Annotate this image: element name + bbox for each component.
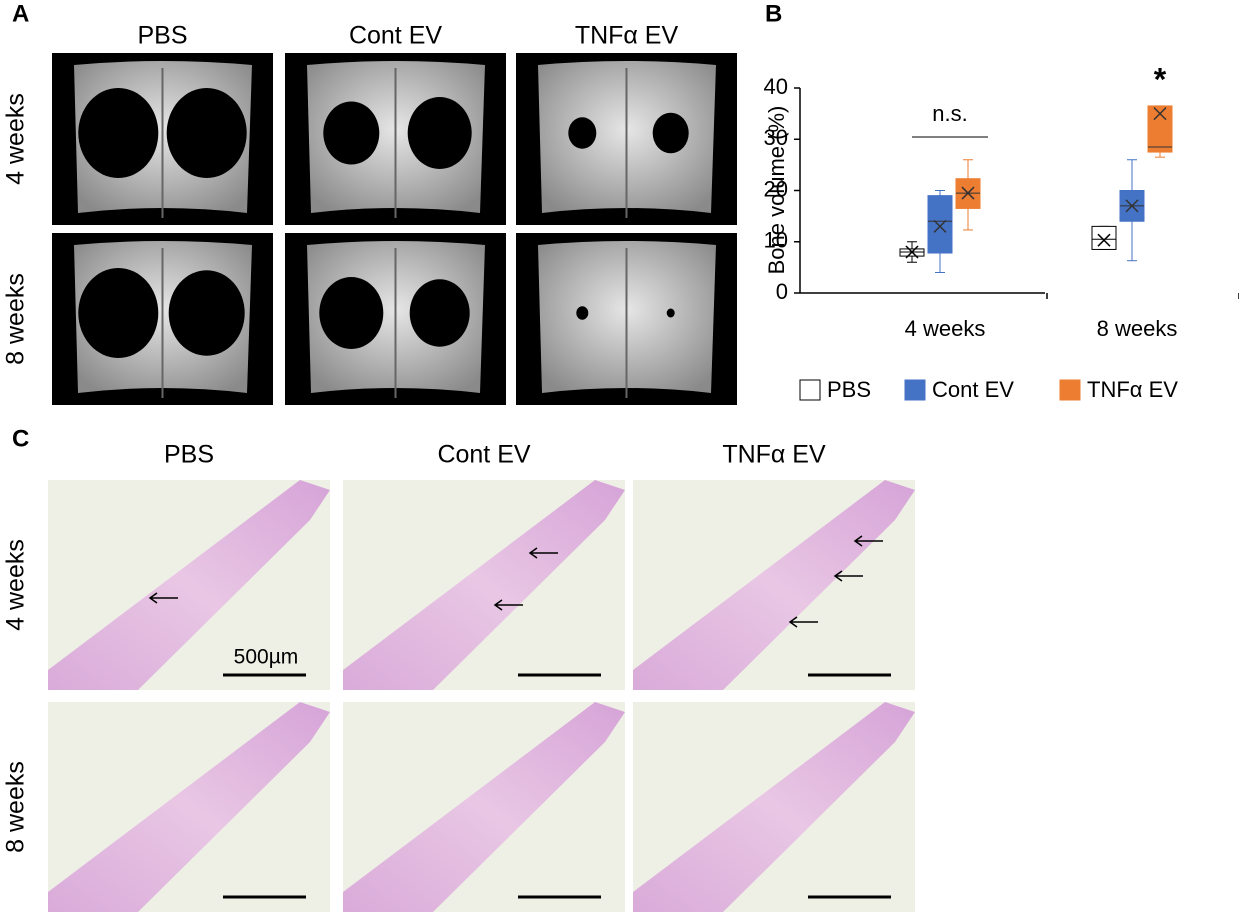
panel-label: B: [765, 0, 782, 27]
scale-bar-label: 500µm: [234, 646, 299, 669]
defect: [168, 270, 245, 356]
defect: [409, 279, 470, 347]
defect: [78, 268, 159, 358]
column-title: TNFα EV: [722, 441, 826, 469]
x-tick-label: 8 weeks: [1097, 316, 1178, 341]
defect: [568, 117, 597, 149]
row-label: 8 weeks: [2, 761, 30, 853]
mean-marker: [933, 219, 947, 233]
defect: [576, 306, 589, 320]
annotation: n.s.: [932, 101, 967, 126]
column-title: Cont EV: [437, 441, 530, 469]
arrow: [788, 616, 818, 628]
y-axis-label: Bone volume (%): [764, 106, 789, 275]
box: [1091, 225, 1117, 250]
y-tick-label: 0: [776, 279, 788, 304]
y-tick-label: 40: [764, 74, 788, 99]
x-tick-label: 4 weeks: [905, 316, 986, 341]
y-tick-label: 10: [764, 228, 788, 253]
defect: [78, 88, 159, 178]
tissue-section: [48, 702, 330, 912]
defect: [652, 112, 689, 154]
tissue-section: [343, 702, 625, 912]
mean-marker: [1125, 199, 1139, 213]
column-title: TNFα EV: [575, 22, 679, 50]
arrow: [853, 535, 883, 547]
defect: [323, 101, 380, 165]
arrow: [833, 570, 863, 582]
arrow: [528, 547, 558, 559]
mean-marker: [1097, 233, 1111, 247]
column-title: PBS: [137, 22, 187, 50]
panel-label: C: [12, 425, 29, 452]
column-title: PBS: [164, 441, 214, 469]
legend-label: PBS: [827, 377, 871, 402]
box: [955, 178, 981, 209]
column-title: Cont EV: [349, 22, 442, 50]
legend-label: TNFα EV: [1087, 377, 1178, 402]
defect: [407, 97, 472, 169]
arrow: [493, 599, 523, 611]
row-label: 8 weeks: [2, 273, 30, 365]
mean-marker: [905, 245, 919, 259]
legend-swatch: [904, 379, 926, 401]
panel-label: A: [12, 0, 29, 27]
tissue-section: [343, 480, 625, 690]
legend-swatch: [1059, 379, 1081, 401]
defect: [319, 277, 384, 349]
annotation: *: [1154, 61, 1167, 97]
arrow: [148, 592, 178, 604]
tissue-section: [48, 480, 330, 690]
legend-label: Cont EV: [932, 377, 1014, 402]
box: [927, 195, 953, 254]
tissue-section: [633, 480, 915, 690]
row-label: 4 weeks: [2, 539, 30, 631]
tissue-section: [633, 702, 915, 912]
y-tick-label: 30: [764, 125, 788, 150]
y-tick-label: 20: [764, 176, 788, 201]
mean-marker: [961, 186, 975, 200]
defect: [166, 88, 247, 178]
mean-marker: [1153, 107, 1167, 121]
defect: [666, 308, 675, 318]
row-label: 4 weeks: [2, 93, 30, 185]
legend-swatch: [799, 379, 821, 401]
